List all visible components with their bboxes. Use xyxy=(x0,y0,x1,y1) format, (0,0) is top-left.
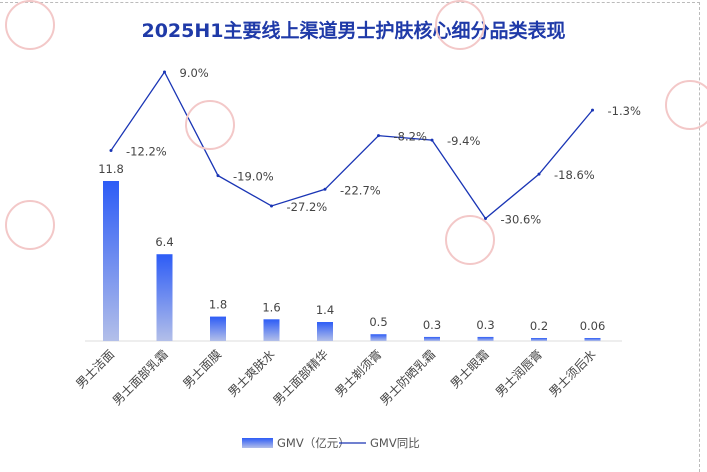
line-point-5 xyxy=(377,134,380,138)
line-point-3 xyxy=(270,204,273,208)
bar-label-9: 0.06 xyxy=(580,319,606,333)
bar-label-7: 0.3 xyxy=(476,318,494,332)
category-label-3: 男士爽肤水 xyxy=(225,347,278,400)
line-label-6: -9.4% xyxy=(447,134,480,148)
bar-9 xyxy=(584,338,601,341)
line-label-4: -22.7% xyxy=(340,183,381,197)
watermark-logo-icon xyxy=(665,80,707,130)
legend-bar-swatch xyxy=(242,438,273,448)
line-label-1: 9.0% xyxy=(180,66,209,80)
bar-label-0: 11.8 xyxy=(98,162,124,176)
watermark-logo-icon xyxy=(5,200,55,250)
line-label-2: -19.0% xyxy=(233,170,274,184)
line-point-7 xyxy=(484,217,487,221)
line-point-6 xyxy=(430,138,434,142)
line-label-5: -8.2% xyxy=(394,130,427,144)
legend-bar-label: GMV（亿元） xyxy=(277,436,350,450)
line-point-4 xyxy=(323,187,327,191)
bar-label-6: 0.3 xyxy=(423,318,441,332)
line-label-7: -30.6% xyxy=(501,213,542,227)
line-series xyxy=(110,70,593,220)
bar-label-5: 0.5 xyxy=(369,315,387,329)
bar-7 xyxy=(477,336,494,341)
bar-label-1: 6.4 xyxy=(155,235,173,249)
bar-2 xyxy=(210,316,226,341)
line-point-8 xyxy=(537,172,541,176)
category-label-6: 男士防晒乳霜 xyxy=(377,347,439,409)
line-point-1 xyxy=(163,70,166,74)
category-label-5: 男士剃须膏 xyxy=(332,347,385,400)
watermark-logo-icon xyxy=(435,0,485,50)
chart-title: 2025H1主要线上渠道男士护肤核心细分品类表现 xyxy=(141,20,566,42)
bar-0 xyxy=(103,180,119,341)
bar-5 xyxy=(370,334,387,341)
category-label-1: 男士面部乳霜 xyxy=(109,347,171,409)
line-point-0 xyxy=(109,148,113,152)
watermark-logo-icon xyxy=(185,100,235,150)
line-label-0: -12.2% xyxy=(126,144,167,158)
category-label-7: 男士眼霜 xyxy=(448,347,492,391)
bar-4 xyxy=(317,322,333,341)
bar-1 xyxy=(156,254,173,341)
category-label-8: 男士润唇膏 xyxy=(492,347,545,400)
watermark-logo-icon xyxy=(5,0,55,50)
line-point-2 xyxy=(216,174,220,178)
line-label-9: -1.3% xyxy=(608,104,641,118)
category-label-2: 男士面膜 xyxy=(180,347,224,391)
line-point-9 xyxy=(591,108,594,112)
bar-3 xyxy=(263,319,280,341)
bar-label-4: 1.4 xyxy=(316,303,334,317)
category-label-0: 男士洁面 xyxy=(73,347,117,391)
legend-line-label: GMV同比 xyxy=(370,436,420,450)
bar-label-3: 1.6 xyxy=(262,300,280,314)
bar-label-2: 1.8 xyxy=(209,298,227,312)
bar-8 xyxy=(531,338,547,341)
line-label-3: -27.2% xyxy=(287,200,328,214)
category-label-4: 男士面部精华 xyxy=(270,347,332,409)
watermark-logo-icon xyxy=(445,215,495,265)
bar-6 xyxy=(424,336,440,341)
line-label-8: -18.6% xyxy=(554,168,595,182)
bar-label-8: 0.2 xyxy=(530,319,548,333)
category-label-9: 男士须后水 xyxy=(546,347,598,399)
